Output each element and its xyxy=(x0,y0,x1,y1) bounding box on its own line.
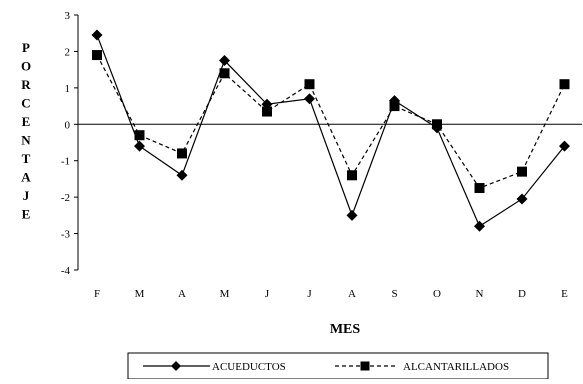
legend-item: ALCANTARILLADOS xyxy=(335,361,509,373)
data-point-diamond xyxy=(176,169,188,181)
y-tick-label: -3 xyxy=(61,229,71,241)
legend-item: ACUEDUCTOS xyxy=(143,361,286,373)
data-point-square xyxy=(134,130,145,141)
series-lines xyxy=(91,29,570,232)
series-alcantarillados xyxy=(92,50,570,194)
data-point-diamond xyxy=(516,193,528,205)
data-point-square xyxy=(92,50,102,61)
legend: ACUEDUCTOS ALCANTARILLADOS xyxy=(127,352,549,380)
data-point-diamond xyxy=(91,29,103,41)
data-point-square xyxy=(474,183,485,194)
y-axis-title-letter: J xyxy=(23,188,30,203)
x-tick-label: S xyxy=(391,288,397,300)
data-point-square xyxy=(517,166,527,177)
data-point-square xyxy=(347,170,357,181)
data-point-square xyxy=(432,119,442,130)
y-tick-label: 2 xyxy=(65,46,71,58)
x-tick-label: O xyxy=(433,288,441,300)
y-tick-label: -4 xyxy=(61,265,71,277)
y-axis-title-letter: O xyxy=(21,59,31,74)
y-tick-label: -2 xyxy=(61,192,70,204)
data-point-diamond xyxy=(474,220,485,232)
y-axis-title-letter: E xyxy=(22,114,31,129)
data-point-square xyxy=(177,148,187,159)
y-axis-title-letter: C xyxy=(21,96,30,111)
y-axis-title-letter: E xyxy=(22,207,31,222)
data-point-diamond xyxy=(219,55,230,67)
data-point-square xyxy=(389,101,400,112)
x-tick-label: M xyxy=(135,288,145,300)
y-tick-label: 1 xyxy=(65,83,71,95)
data-point-diamond xyxy=(171,361,181,371)
legend-label: ALCANTARILLADOS xyxy=(403,361,509,373)
y-tick-label: 0 xyxy=(65,119,71,131)
data-point-square xyxy=(262,106,272,117)
x-tick-label: F xyxy=(94,288,100,300)
data-point-square xyxy=(559,79,570,90)
y-axis-title-letter: A xyxy=(21,170,31,185)
data-point-diamond xyxy=(134,140,145,152)
y-tick-label: 3 xyxy=(65,10,71,22)
y-tick-label: -1 xyxy=(61,156,70,168)
data-point-diamond xyxy=(346,209,358,221)
data-point-square xyxy=(360,361,370,371)
x-tick-label: N xyxy=(476,288,484,300)
y-axis-title-letter: R xyxy=(21,77,31,92)
legend-label: ACUEDUCTOS xyxy=(212,361,286,373)
y-axis-title-letter: T xyxy=(22,151,31,166)
series-line xyxy=(96,54,566,189)
x-tick-label: E xyxy=(561,288,568,300)
x-tick-label: A xyxy=(178,288,186,300)
y-axis-title-letter: P xyxy=(22,40,30,55)
x-tick-label: D xyxy=(518,288,526,300)
data-point-diamond xyxy=(304,93,315,105)
data-point-diamond xyxy=(559,140,570,152)
data-point-square xyxy=(304,79,315,90)
y-axis: 3 2 1 0 -1 -2 -3 -4 xyxy=(61,10,79,277)
x-tick-label: J xyxy=(265,288,270,300)
data-point-square xyxy=(219,68,230,79)
x-tick-label: M xyxy=(220,288,230,300)
series-line xyxy=(96,34,565,228)
x-tick-label: A xyxy=(348,288,356,300)
x-axis-title: MES xyxy=(330,322,361,337)
y-axis-title-letter: N xyxy=(21,133,31,148)
x-tick-label: J xyxy=(307,288,312,300)
